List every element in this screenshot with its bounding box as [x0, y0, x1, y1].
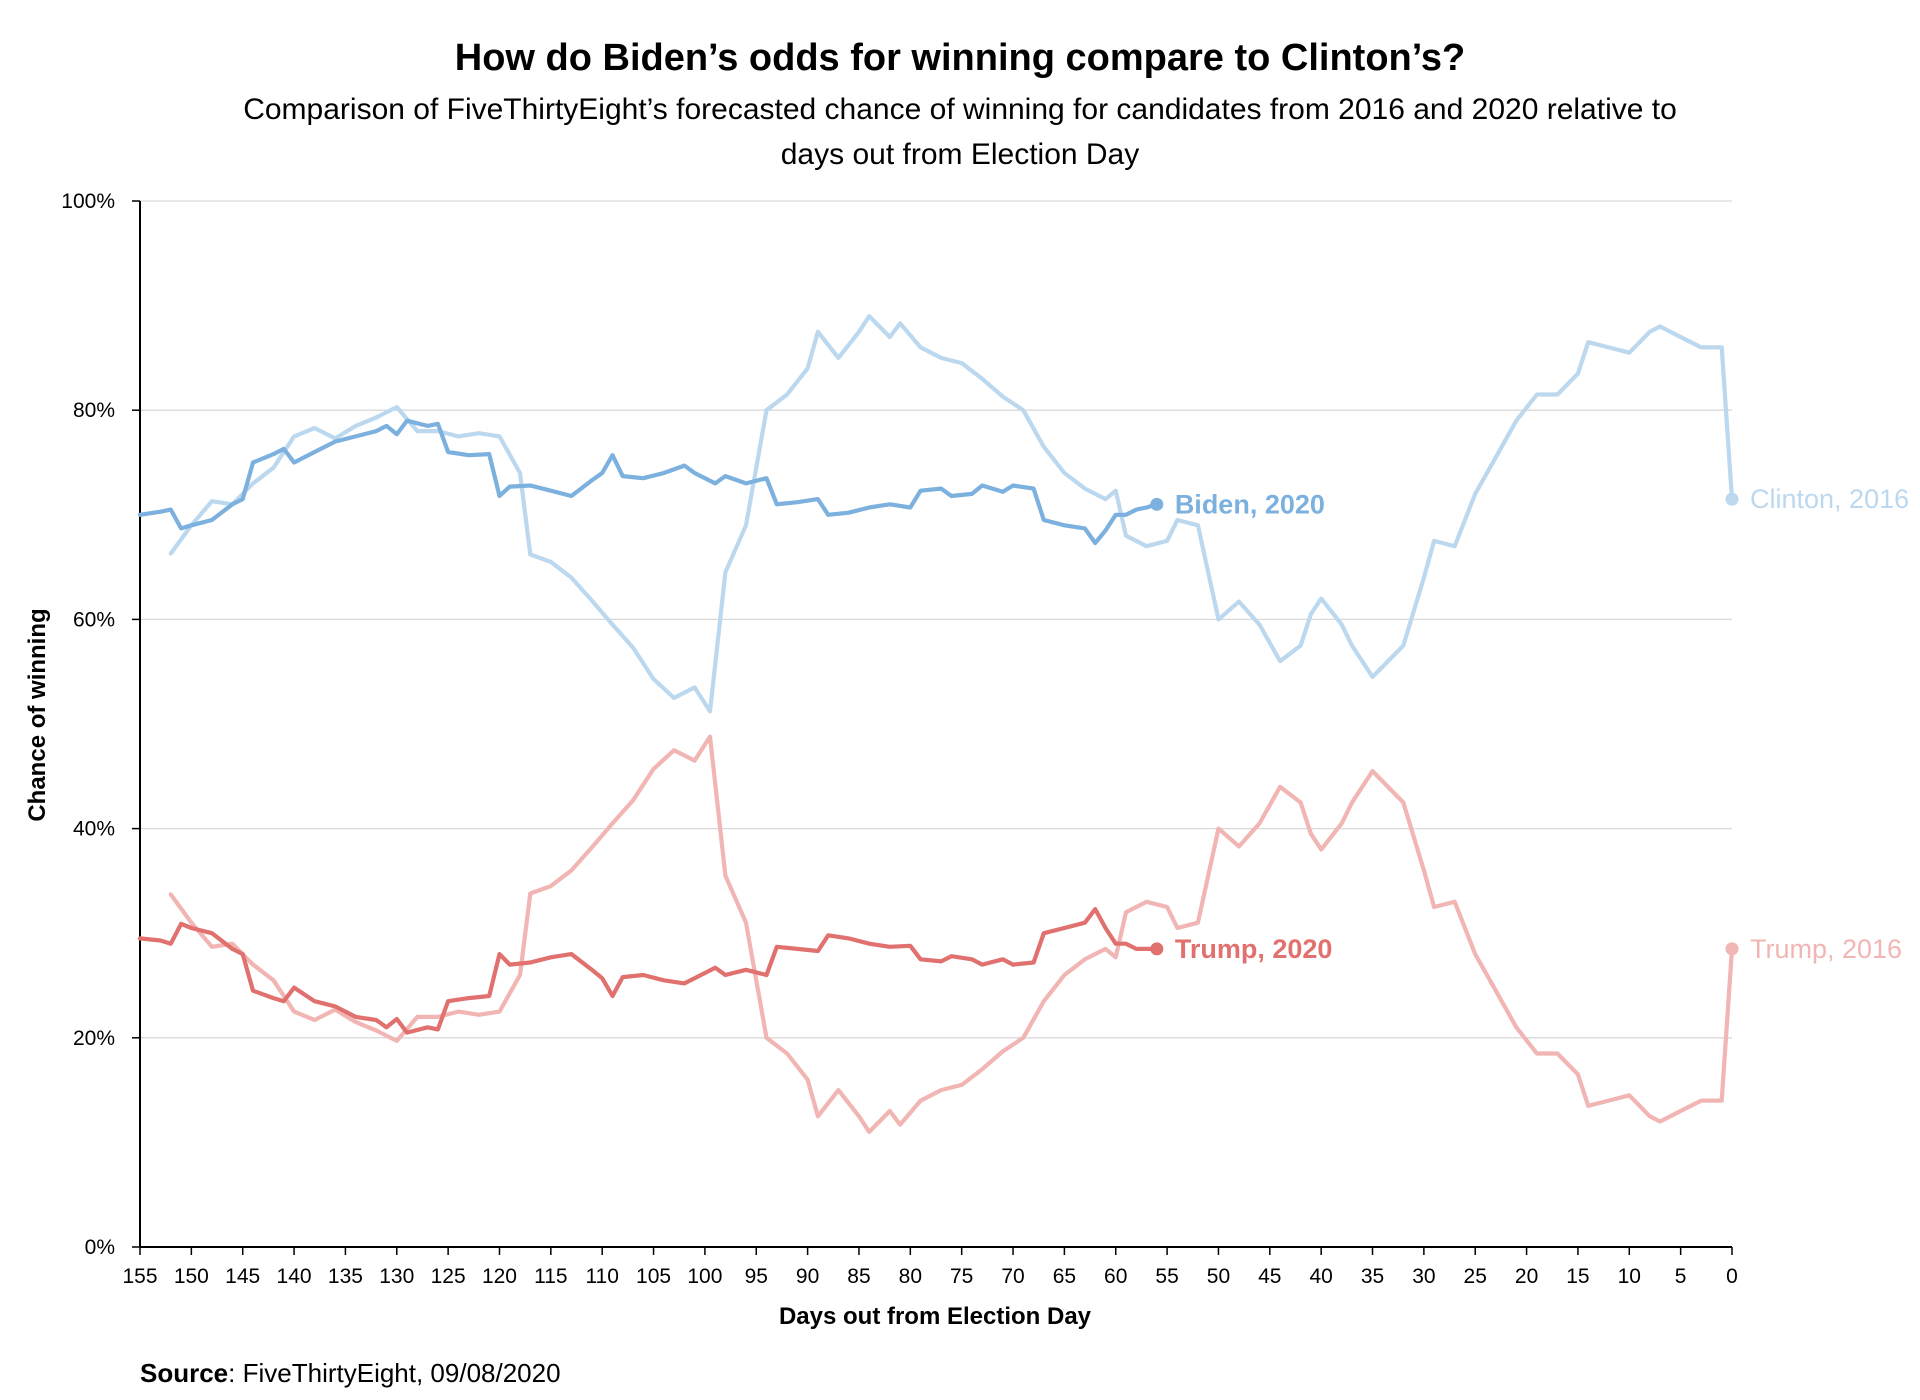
x-tick-label: 85 [847, 1265, 870, 1288]
x-tick-label: 150 [174, 1265, 209, 1288]
series-label-clinton-2016: Clinton, 2016 [1750, 484, 1909, 514]
x-axis-title: Days out from Election Day [779, 1303, 1092, 1330]
series-end-marker-trump-2020 [1150, 942, 1164, 956]
x-tick-label: 10 [1618, 1265, 1641, 1288]
series-end-marker-biden-2020 [1150, 497, 1164, 511]
chart-subtitle-line-2: days out from Election Day [781, 138, 1140, 171]
x-tick-label: 30 [1412, 1265, 1435, 1288]
x-tick-label: 80 [899, 1265, 922, 1288]
x-tick-label: 0 [1726, 1265, 1738, 1288]
source-text: : FiveThirtyEight, 09/08/2020 [228, 1358, 560, 1388]
x-tick-label: 50 [1207, 1265, 1230, 1288]
series-end-labels: Clinton, 2016 Trump, 2016 Biden, 2020 Trump… [1175, 484, 1909, 964]
x-tick-labels: 155 150 145 140 135 130 125 120 115 110 105 100 95 90… [122, 1265, 1737, 1288]
y-tick-label: 40% [73, 818, 115, 841]
source-note: Source: FiveThirtyEight, 09/08/2020 [140, 1358, 561, 1388]
x-tick-label: 55 [1155, 1265, 1178, 1288]
series-line-biden-2020 [137, 418, 1159, 546]
series-lines [137, 314, 1739, 1134]
x-tick-label: 90 [796, 1265, 819, 1288]
series-label-trump-2020: Trump, 2020 [1175, 934, 1333, 964]
series-end-marker-clinton-2016 [1725, 492, 1739, 506]
source-label: Source [140, 1358, 228, 1388]
x-tick-label: 105 [636, 1265, 671, 1288]
y-tick-label: 60% [73, 608, 115, 631]
y-tick-label: 0% [85, 1236, 115, 1259]
x-tick-label: 130 [379, 1265, 414, 1288]
x-tick-label: 40 [1309, 1265, 1332, 1288]
series-label-trump-2016: Trump, 2016 [1750, 934, 1902, 964]
x-tick-label: 35 [1361, 1265, 1384, 1288]
x-tick-label: 140 [277, 1265, 312, 1288]
x-tick-label: 135 [328, 1265, 363, 1288]
y-tick-label: 80% [73, 399, 115, 422]
x-tick-label: 25 [1464, 1265, 1487, 1288]
x-tick-label: 20 [1515, 1265, 1538, 1288]
series-line-clinton-2016 [168, 314, 1735, 714]
series-end-marker-trump-2016 [1725, 942, 1739, 956]
x-tick-label: 65 [1053, 1265, 1076, 1288]
x-tick-label: 110 [585, 1265, 618, 1288]
gridlines [140, 200, 1732, 1039]
x-tick-label: 155 [122, 1265, 157, 1288]
x-tick-label: 100 [687, 1265, 722, 1288]
x-tick-label: 125 [431, 1265, 466, 1288]
x-tick-label: 70 [1001, 1265, 1024, 1288]
series-line-trump-2020 [137, 907, 1159, 1035]
x-tick-label: 15 [1566, 1265, 1589, 1288]
x-tick-label: 75 [950, 1265, 973, 1288]
chart-title: How do Biden’s odds for winning compare … [455, 37, 1466, 79]
x-tick-label: 145 [225, 1265, 260, 1288]
y-tick-labels: 0% 20% 40% 60% 80% 100% [61, 190, 115, 1259]
y-axis-title: Chance of winning [24, 608, 51, 821]
x-tick-label: 95 [745, 1265, 768, 1288]
y-tick-label: 100% [61, 190, 115, 213]
series-label-biden-2020: Biden, 2020 [1175, 489, 1325, 519]
x-tick-label: 5 [1675, 1265, 1687, 1288]
chart-subtitle-line-1: Comparison of FiveThirtyEight’s forecast… [243, 93, 1677, 126]
series-line-trump-2016 [168, 734, 1735, 1134]
x-tick-label: 115 [534, 1265, 567, 1288]
x-tick-label: 120 [482, 1265, 517, 1288]
x-tick-label: 60 [1104, 1265, 1127, 1288]
axes [132, 200, 1733, 1255]
y-tick-label: 20% [73, 1027, 115, 1050]
x-tick-label: 45 [1258, 1265, 1281, 1288]
